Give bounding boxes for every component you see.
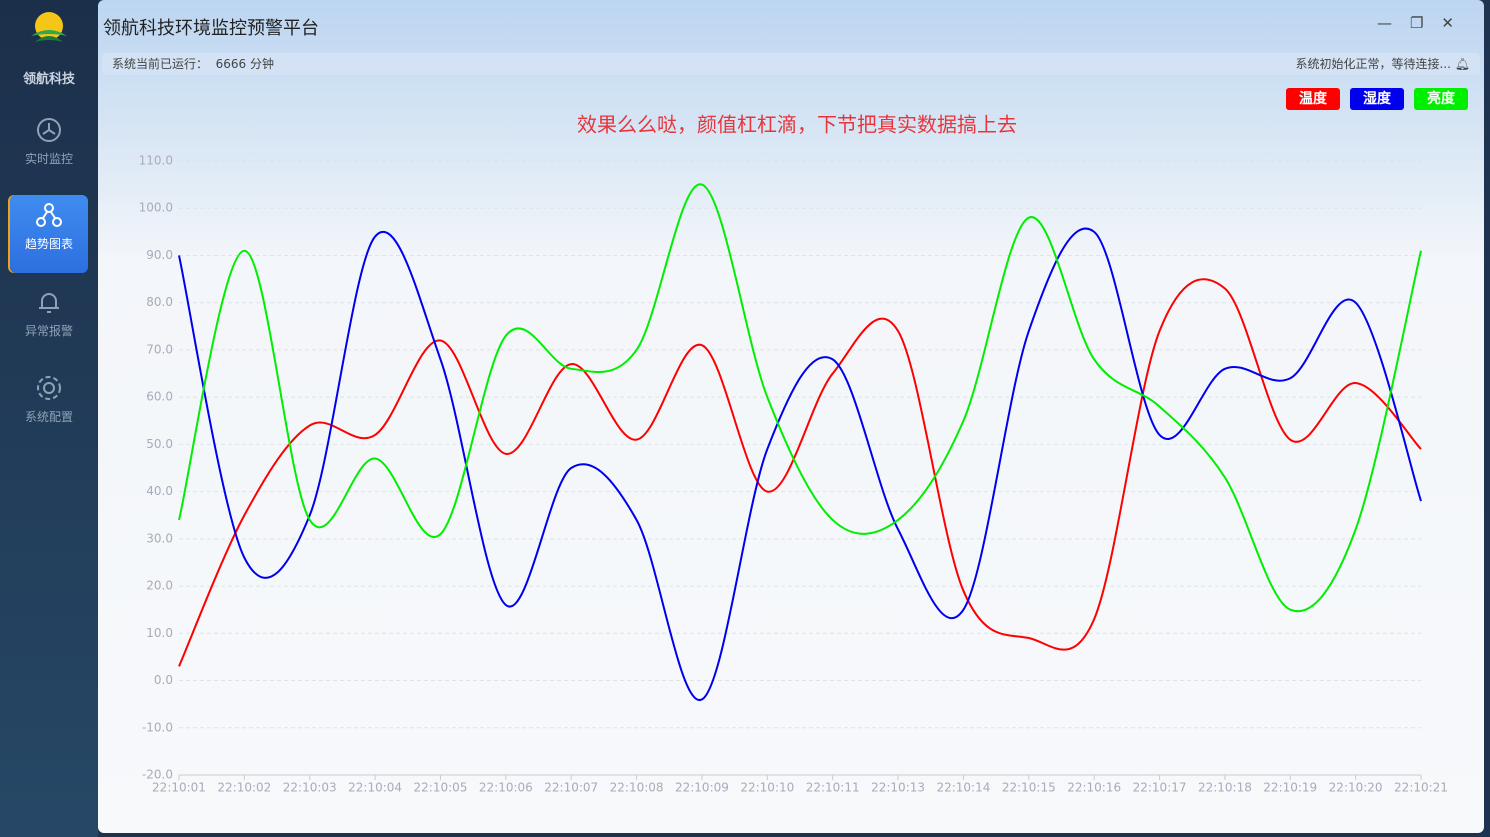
y-tick-label: -10.0 [142,720,173,734]
x-tick-label: 22:10:18 [1198,781,1252,795]
chart-title: 效果么么哒，颜值杠杠滴，下节把真实数据搞上去 [577,113,1017,137]
y-tick-label: 40.0 [146,484,173,498]
icon [36,203,62,227]
y-tick-label: 70.0 [146,342,173,356]
legend-item[interactable]: 亮度 [1414,88,1468,110]
runtime-label: 系统当前已运行： [112,57,209,71]
y-tick-label: 20.0 [146,579,173,593]
nav-label: 系统配置 [24,410,73,424]
x-tick-label: 22:10:09 [675,781,729,795]
icon [37,376,61,400]
x-tick-label: 22:10:05 [414,781,468,795]
icon [37,118,61,142]
x-tick-label: 22:10:01 [152,781,206,795]
series-line [178,278,1422,667]
chart: 效果么么哒，颜值杠杠滴，下节把真实数据搞上去 -20.0 -10.0 0.0 10.0… [139,113,1448,795]
y-tick-label: 10.0 [146,626,173,640]
y-tick-label: 50.0 [146,437,173,451]
x-tick-label: 22:10:15 [1002,781,1056,795]
x-tick-label: 22:10:07 [544,781,598,795]
nav-label: 实时监控 [24,152,73,166]
nav-label: 异常报警 [24,324,73,338]
brand: 领航科技 [22,72,75,87]
window-title: 领航科技环境监控预警平台 [103,18,319,39]
x-tick-label: 22:10:16 [1067,781,1121,795]
window-controls[interactable]: —❐✕ [1376,14,1472,32]
nav-item[interactable]: 实时监控 [10,110,88,188]
x-tick-label: 22:10:21 [1394,781,1448,795]
y-tick-label: 60.0 [146,390,173,404]
y-tick-label: 0.0 [154,673,173,687]
y-tick-label: 110.0 [139,154,173,168]
icon [39,293,59,313]
x-tick-label: 22:10:17 [1133,781,1187,795]
status-message: 系统初始化正常，等待连接... 🔔︎ [1295,57,1470,71]
x-tick-label: 22:10:14 [936,781,990,795]
y-tick-label: -20.0 [142,768,173,782]
y-tick-label: 90.0 [146,248,173,262]
nav-item[interactable]: 系统配置 [10,368,88,446]
legend-item[interactable]: 温度 [1286,88,1340,110]
y-tick-label: 100.0 [139,201,173,215]
x-tick-label: 22:10:06 [479,781,533,795]
series-line [178,183,1422,613]
legend-item[interactable]: 湿度 [1350,88,1404,110]
x-tick-label: 22:10:02 [217,781,271,795]
x-tick-label: 22:10:11 [806,781,860,795]
status-bar: 系统当前已运行： 6666 分钟 系统初始化正常，等待连接... 🔔︎ [102,53,1480,75]
logo [31,12,67,42]
nav-label: 趋势图表 [24,237,73,251]
y-tick-label: 30.0 [146,531,173,545]
y-tick-label: 80.0 [146,295,173,309]
nav-item[interactable]: 异常报警 [10,282,88,360]
x-tick-label: 22:10:19 [1263,781,1317,795]
runtime: 系统当前已运行： 6666 分钟 [112,53,274,75]
runtime-value: 6666 [215,57,247,71]
sidebar: 领航科技 实时监控 趋势图表 异常报警 系统配置 [0,0,98,837]
message: 系统初始化正常，等待连接... [1295,57,1451,71]
runtime-unit: 分钟 [250,57,275,71]
x-tick-label: 22:10:04 [348,781,402,795]
x-tick-label: 22:10:08 [610,781,664,795]
x-tick-label: 22:10:10 [740,781,794,795]
legend: 温度 湿度 亮度 [1286,88,1468,110]
x-tick-label: 22:10:13 [871,781,925,795]
x-tick-label: 22:10:20 [1329,781,1383,795]
nav-item-active[interactable]: 趋势图表 [10,195,88,273]
main-panel: 领航科技环境监控预警平台 —❐✕ 系统当前已运行： 6666 分钟 系统初始化正… [98,0,1484,833]
x-tick-label: 22:10:03 [283,781,337,795]
